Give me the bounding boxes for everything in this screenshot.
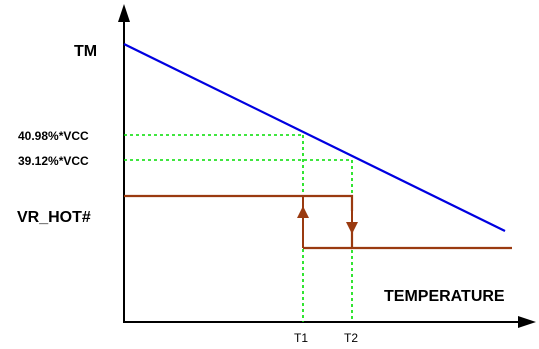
tm-label: TM (74, 43, 97, 60)
x-axis-arrow-icon (518, 316, 536, 328)
vr-hot-hysteresis (124, 194, 512, 250)
vr-hot-upper (124, 194, 354, 211)
v-low-label: 39.12%*VCC (18, 154, 89, 168)
guide-lines (124, 134, 353, 322)
vr-hot-label: VR_HOT# (17, 209, 91, 226)
tm-line (123, 43, 506, 232)
axes (118, 4, 536, 328)
vr-hot-lower (350, 226, 512, 250)
t1-label: T1 (294, 331, 308, 345)
t2-label: T2 (344, 331, 358, 345)
v-high-label: 40.98%*VCC (18, 129, 89, 143)
temperature-label: TEMPERATURE (384, 288, 505, 305)
y-axis-arrow-icon (118, 4, 130, 22)
